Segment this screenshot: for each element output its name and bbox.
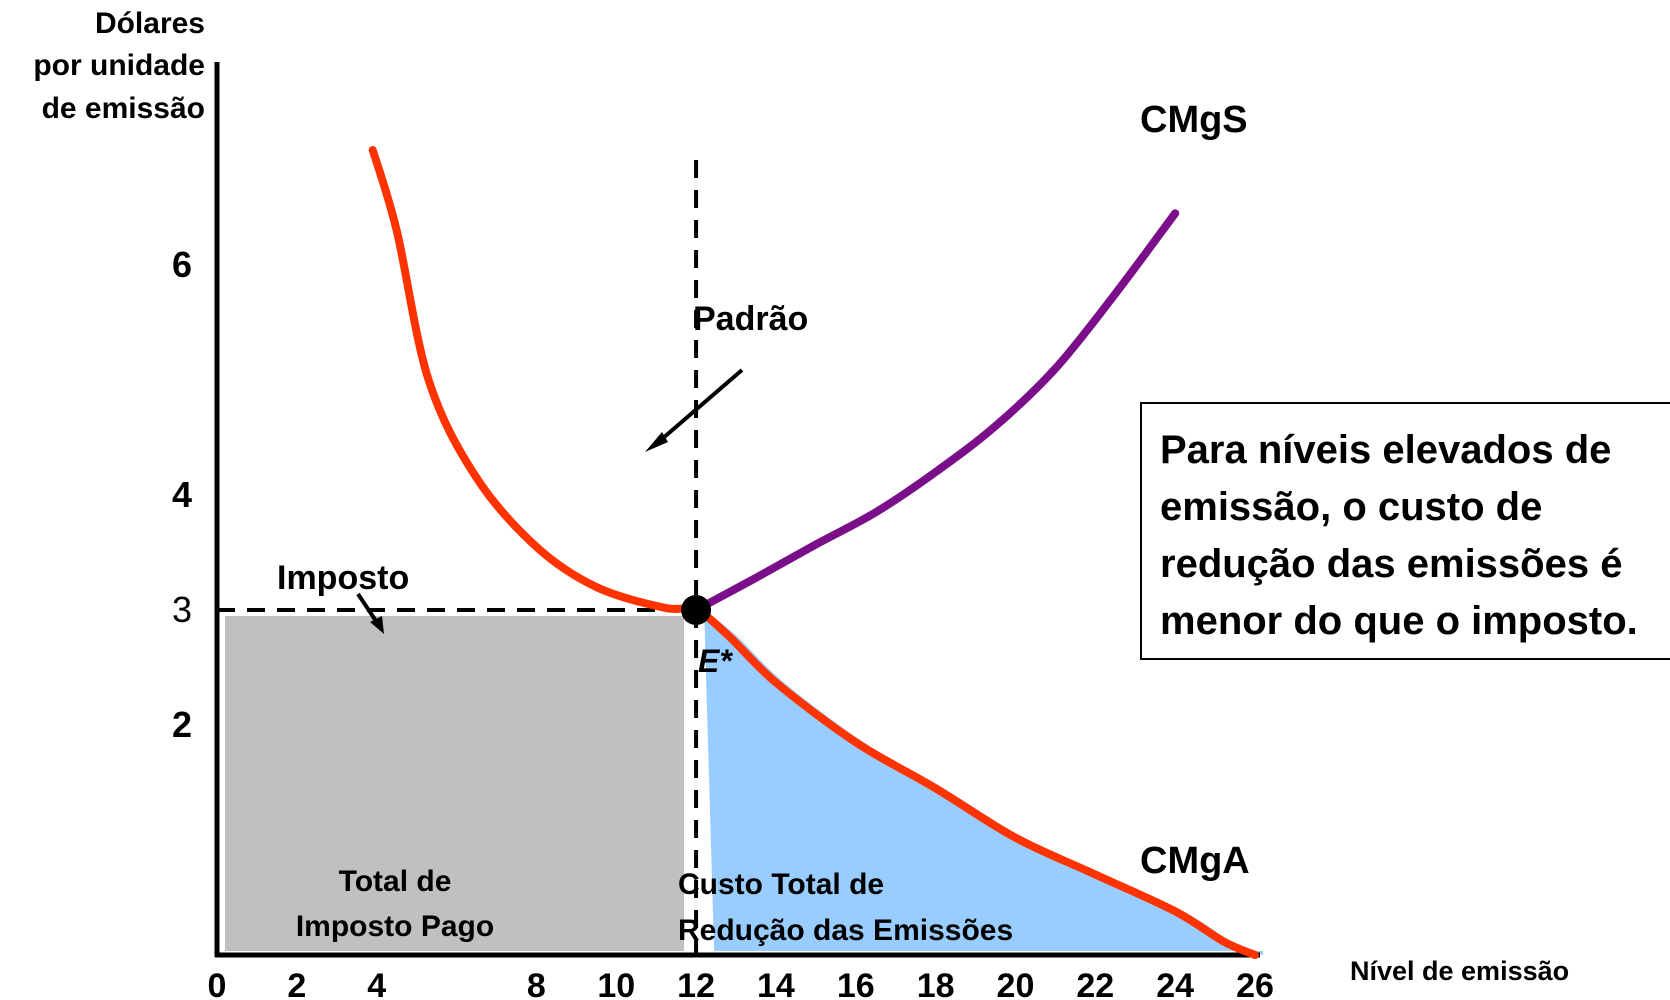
- cmga-label: CMgA: [1140, 840, 1250, 882]
- abatement-area-label-line-2: Redução das Emissões: [678, 914, 1013, 947]
- tax-area-label-line-2: Imposto Pago: [296, 910, 494, 943]
- imposto-arrow: [356, 592, 380, 626]
- abatement-area-label-line-1: Custo Total de: [678, 868, 884, 901]
- note-line-3: redução das emissões é: [1160, 542, 1623, 586]
- x-tick-label: 22: [1076, 967, 1114, 1000]
- note-line-4: menor do que o imposto.: [1160, 599, 1638, 643]
- cmgs-label: CMgS: [1140, 99, 1248, 141]
- y-tick-labels: 6 4 3 2: [172, 244, 192, 745]
- x-tick-label: 14: [757, 967, 795, 1000]
- cmga-curve: [368, 146, 1259, 959]
- padrao-arrow: [653, 368, 744, 447]
- x-axis-title: Nível de emissão: [1350, 956, 1569, 986]
- abatement-cost-area: [704, 610, 1263, 955]
- y-tick-label: 2: [172, 704, 192, 745]
- y-tick-label: 6: [172, 244, 192, 285]
- x-tick-label: 26: [1236, 967, 1274, 1000]
- padrao-label: Padrão: [693, 300, 808, 338]
- note-line-2: emissão, o custo de: [1160, 485, 1543, 529]
- x-tick-label: 18: [917, 967, 955, 1000]
- cmgs-curve: [692, 209, 1180, 614]
- y-axis-title-line-2: por unidade: [33, 49, 205, 82]
- note-line-1: Para níveis elevados de: [1160, 428, 1612, 472]
- equilibrium-point: [681, 595, 712, 625]
- x-tick-label: 2: [287, 967, 306, 1000]
- x-tick-label: 24: [1156, 967, 1194, 1000]
- padrao-arrow-head: [645, 432, 668, 452]
- x-tick-label: 20: [997, 967, 1035, 1000]
- x-tick-label: 0: [208, 967, 227, 1000]
- x-tick-label: 8: [527, 967, 546, 1000]
- x-tick-label: 10: [597, 967, 635, 1000]
- y-axis-title-line-3: de emissão: [42, 92, 205, 125]
- x-tick-labels: 0 2 4 8 10 12 14 16 18 20 22 24 26: [208, 967, 1274, 1000]
- tax-area-label-line-1: Total de: [339, 865, 452, 898]
- y-tick-label: 3: [172, 589, 192, 630]
- imposto-label: Imposto: [277, 559, 409, 597]
- tax-paid-area: [225, 616, 685, 951]
- imposto-arrow-head: [370, 616, 384, 634]
- x-tick-label: 4: [367, 967, 386, 1000]
- x-tick-label: 16: [837, 967, 875, 1000]
- y-tick-label: 4: [172, 474, 192, 515]
- y-axis-title-line-1: Dólares: [95, 7, 205, 40]
- equilibrium-label: E*: [698, 643, 733, 679]
- x-tick-label: 12: [677, 967, 715, 1000]
- note-box: Para níveis elevados de emissão, o custo…: [1140, 402, 1670, 660]
